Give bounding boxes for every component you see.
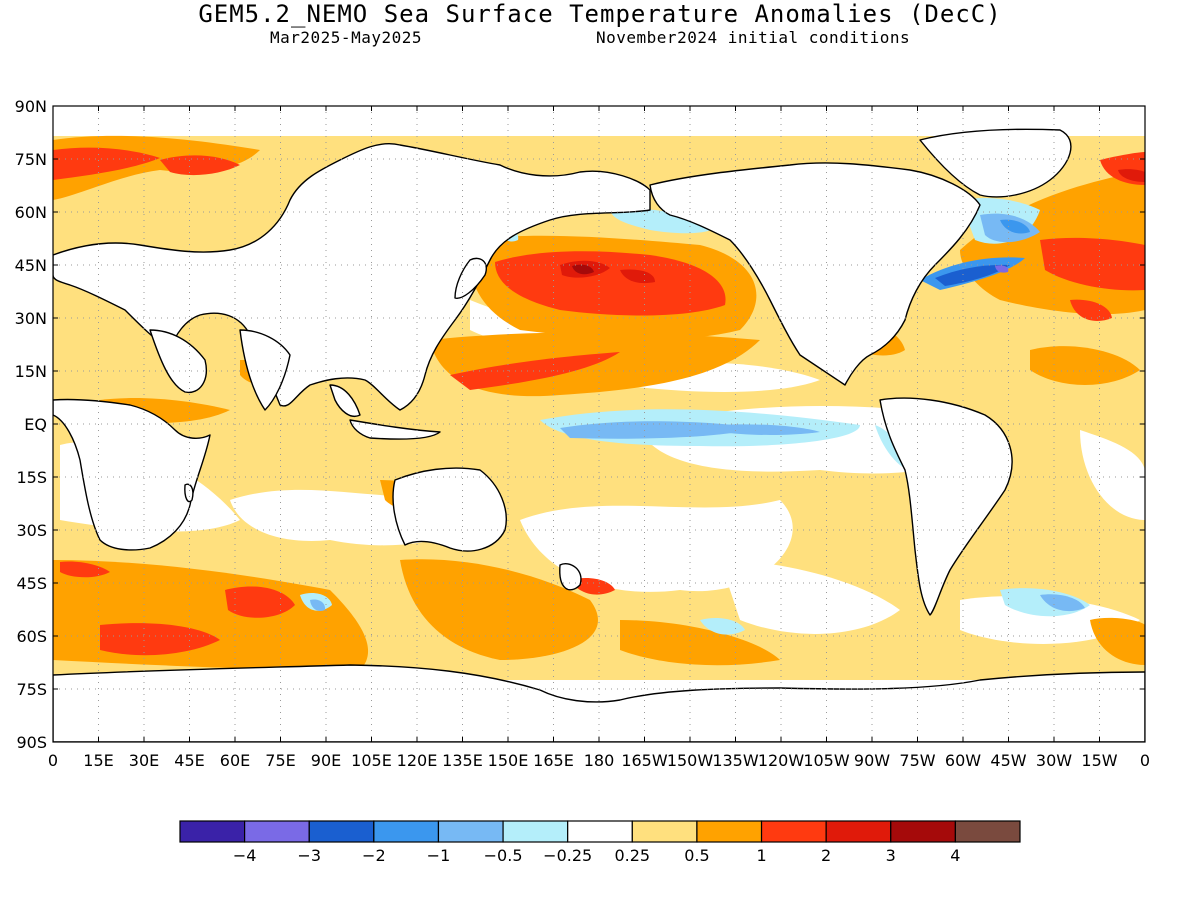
lat-label: 45S (16, 574, 47, 593)
lat-label: 90S (16, 733, 47, 752)
india (239, 329, 291, 411)
colorbar-swatch (244, 820, 310, 843)
lat-label: 30N (15, 309, 47, 328)
colorbar-label: −0.5 (484, 846, 523, 865)
lat-label: 75S (16, 680, 47, 699)
colorbar-swatch (696, 820, 763, 843)
lon-label: 90W (854, 751, 890, 770)
initial-conditions: November2024 initial conditions (596, 28, 911, 47)
colorbar-label: −1 (427, 846, 451, 865)
lat-label: 15S (16, 468, 47, 487)
japan (454, 257, 487, 299)
colorbar-swatch (179, 820, 246, 843)
colorbar-swatch (567, 820, 633, 843)
axis-ticks (52, 105, 1146, 743)
colorbar-swatch (373, 820, 440, 843)
colorbar-swatch (825, 820, 892, 843)
lat-label: EQ (24, 415, 47, 434)
lon-label: 45W (990, 751, 1026, 770)
lon-label: 75E (265, 751, 295, 770)
lat-label: 90N (15, 97, 47, 116)
lon-label: 165E (533, 751, 574, 770)
arabia (149, 329, 207, 394)
colorbar-swatch (954, 820, 1021, 843)
map-title: GEM5.2_NEMO Sea Surface Temperature Anom… (198, 0, 1002, 28)
lon-label: 60W (945, 751, 981, 770)
lon-label: 0 (48, 751, 58, 770)
latitude-labels: 90N 75N 60N 45N 30N 15N EQ 15S 30S 45S 60S 75S 90S (15, 97, 47, 752)
north-america (649, 162, 981, 386)
se-asia (329, 384, 361, 417)
lon-label: 135W (712, 751, 759, 770)
lon-label: 90E (311, 751, 341, 770)
greenland (919, 128, 1072, 198)
africa (53, 398, 211, 551)
lon-label: 105E (351, 751, 392, 770)
lon-label: 0 (1140, 751, 1150, 770)
lon-label: 180 (584, 751, 615, 770)
continents (53, 128, 1145, 742)
lon-label: 105W (803, 751, 850, 770)
madagascar (184, 483, 194, 503)
lon-label: 45E (174, 751, 204, 770)
lon-label: 15W (1081, 751, 1117, 770)
colorbar-label: 0.25 (614, 846, 650, 865)
colorbar: −4 −3 −2 −1 −0.5 −0.25 0.25 0.5 1 2 3 4 (179, 820, 1021, 865)
australia (392, 467, 507, 552)
lat-label: 75N (15, 150, 47, 169)
lat-label: 60S (16, 627, 47, 646)
colorbar-label: 1 (756, 846, 766, 865)
colorbar-label: 4 (950, 846, 960, 865)
colorbar-label: −0.25 (543, 846, 592, 865)
antarctica (53, 664, 1145, 742)
graticule (53, 106, 1145, 742)
colorbar-label: −4 (233, 846, 257, 865)
lon-label: 150E (488, 751, 529, 770)
colorbar-label: 3 (886, 846, 896, 865)
lat-label: 60N (15, 203, 47, 222)
forecast-period: Mar2025-May2025 (270, 28, 422, 47)
lon-label: 120W (758, 751, 805, 770)
colorbar-swatch (760, 820, 827, 843)
colorbar-label: −3 (297, 846, 321, 865)
lon-label: 60E (220, 751, 250, 770)
lon-label: 135E (442, 751, 483, 770)
lat-label: 45N (15, 256, 47, 275)
lon-label: 30W (1036, 751, 1072, 770)
lon-label: 165W (621, 751, 668, 770)
longitude-labels: 0 15E 30E 45E 60E 75E 90E 105E 120E 135E 150E 165E 1… (48, 751, 1150, 770)
colorbar-swatch (437, 820, 504, 843)
colorbar-label: 2 (821, 846, 831, 865)
lon-label: 75W (899, 751, 935, 770)
lon-label: 15E (83, 751, 113, 770)
lat-label: 30S (16, 521, 47, 540)
colorbar-swatch (502, 820, 569, 843)
colorbar-label: 0.5 (684, 846, 709, 865)
lat-label: 15N (15, 362, 47, 381)
colorbar-swatch (308, 820, 375, 843)
indonesia (349, 419, 441, 440)
lon-label: 30E (129, 751, 159, 770)
lon-label: 120E (397, 751, 438, 770)
colorbar-swatch (631, 820, 698, 843)
lon-label: 150W (667, 751, 714, 770)
colorbar-swatch (890, 820, 956, 843)
south-america (879, 397, 1013, 616)
colorbar-label: −2 (362, 846, 386, 865)
